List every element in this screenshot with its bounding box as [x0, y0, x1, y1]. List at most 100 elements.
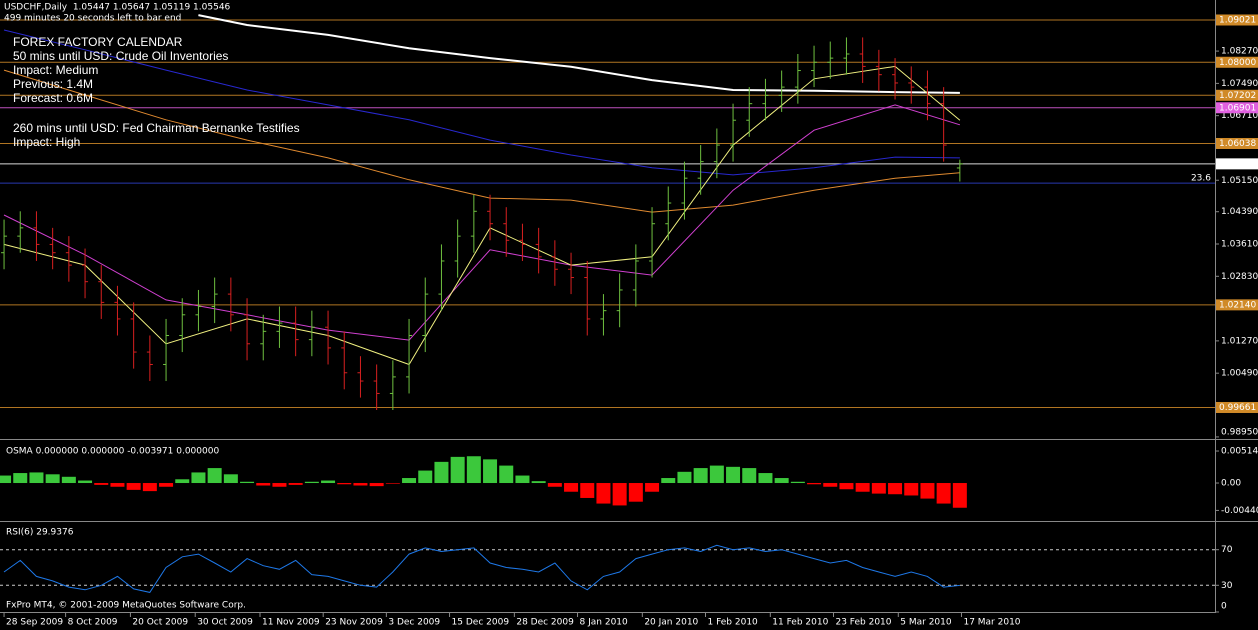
osma-bar	[952, 483, 967, 508]
x-tick-label: 5 Mar 2010	[900, 618, 952, 628]
level-label: 1.06038	[1219, 139, 1256, 149]
osma-bar	[515, 475, 530, 484]
osma-bar	[29, 472, 44, 484]
y-tick-label: 1.03610	[1221, 240, 1258, 250]
osma-bar	[580, 483, 595, 498]
level-label: 1.02140	[1219, 300, 1256, 310]
osma-bar	[612, 483, 627, 506]
y-tick-label: 30	[1221, 581, 1233, 591]
osma-bar	[790, 481, 805, 484]
moving-average	[198, 14, 960, 94]
osma-bar	[45, 474, 60, 484]
osma-bar	[774, 478, 789, 484]
osma-bar	[385, 483, 400, 484]
osma-bar	[304, 481, 319, 484]
rsi-line	[3, 544, 960, 593]
y-tick-label: 1.06710	[1221, 111, 1258, 121]
moving-average	[3, 29, 960, 176]
x-tick-label: 8 Jan 2010	[580, 618, 628, 628]
level-tag	[1216, 14, 1258, 26]
osma-bar	[223, 474, 238, 484]
chart-subtitle: 499 minutes 20 seconds left to bar end	[4, 14, 181, 24]
osma-bar	[434, 461, 449, 484]
osma-bar	[466, 456, 481, 484]
y-tick-label: 70	[1221, 545, 1233, 555]
osma-bar	[839, 483, 854, 490]
osma-bar	[628, 483, 643, 502]
osma-bar	[726, 466, 741, 484]
x-tick-label: 28 Dec 2009	[516, 618, 574, 628]
x-tick-label: 3 Dec 2009	[388, 618, 440, 628]
osma-bar	[661, 478, 676, 484]
calendar-line: FOREX FACTORY CALENDAR	[13, 35, 183, 49]
level-label: 1.09021	[1219, 15, 1256, 25]
calendar-line: Previous: 1.4M	[13, 77, 93, 91]
y-tick-label: 1.05150	[1221, 176, 1258, 186]
osma-bar	[483, 459, 498, 484]
panel-title: OSMA 0.000000 0.000000 -0.003971 0.00000…	[6, 447, 219, 457]
calendar-line: 50 mins until USD: Crude Oil Inventories	[13, 49, 228, 63]
osma-bar	[823, 483, 838, 487]
x-tick-label: 23 Nov 2009	[325, 618, 383, 628]
x-tick-label: 15 Dec 2009	[452, 618, 510, 628]
x-tick-label: 20 Jan 2010	[644, 618, 698, 628]
osma-bar	[758, 473, 773, 484]
osma-bar	[13, 473, 28, 484]
fib-label: 23.6	[1191, 174, 1211, 184]
osma-bar	[288, 483, 303, 485]
osma-bar	[547, 483, 562, 487]
osma-bar	[110, 483, 125, 487]
osma-bar	[256, 483, 271, 486]
x-tick-label: 28 Sep 2009	[6, 618, 63, 628]
y-tick-label: 1.02830	[1221, 272, 1258, 282]
level-tag	[1216, 401, 1258, 413]
calendar-line: Impact: Medium	[13, 63, 98, 77]
level-tag	[1216, 89, 1258, 101]
osma-bar	[693, 468, 708, 484]
y-tick-label: 1.01270	[1221, 336, 1258, 346]
osma-bar	[499, 465, 514, 484]
x-tick-label: 8 Oct 2009	[68, 618, 118, 628]
osma-bar	[920, 483, 935, 499]
x-tick-label: 11 Feb 2010	[772, 618, 828, 628]
osma-bar	[369, 483, 384, 487]
osma-bar	[78, 480, 93, 484]
osma-bar	[207, 468, 222, 484]
x-tick-label: 17 Mar 2010	[963, 618, 1020, 628]
panel-title: RSI(6) 29.9376	[6, 528, 74, 538]
osma-bar	[709, 465, 724, 484]
osma-bar	[855, 483, 870, 492]
level-tag	[1216, 56, 1258, 68]
osma-bar	[450, 456, 465, 484]
calendar-line: Forecast: 0.6M	[13, 91, 93, 105]
level-label: 0.99661	[1219, 403, 1256, 413]
y-tick-label: 0.00514	[1221, 447, 1258, 457]
moving-average	[3, 104, 961, 341]
chart-title: USDCHF,Daily 1.05447 1.05647 1.05119 1.0…	[4, 3, 231, 13]
osma-bar	[142, 483, 157, 492]
osma-bar	[677, 471, 692, 484]
osma-bar	[742, 468, 757, 484]
osma-bar	[936, 483, 951, 504]
level-tag	[1216, 137, 1258, 149]
osma-bar	[94, 483, 109, 485]
x-tick-label: 30 Oct 2009	[197, 618, 253, 628]
osma-bar	[191, 472, 206, 484]
osma-bar	[353, 483, 368, 486]
level-label: 1.08000	[1219, 58, 1256, 68]
y-tick-label: -0.00440	[1221, 506, 1258, 516]
level-label: 1.07202	[1219, 91, 1256, 101]
x-tick-label: 20 Oct 2009	[132, 618, 188, 628]
level-label: 1.06901	[1219, 103, 1256, 113]
y-tick-label: 1.04390	[1221, 207, 1258, 217]
x-tick-label: 1 Feb 2010	[708, 618, 759, 628]
osma-bar	[272, 483, 287, 487]
osma-bar	[175, 479, 190, 484]
x-tick-label: 11 Nov 2009	[262, 618, 320, 628]
osma-bar	[321, 480, 336, 484]
level-tag	[1216, 102, 1258, 114]
y-tick-label: 1.08270	[1221, 47, 1258, 57]
